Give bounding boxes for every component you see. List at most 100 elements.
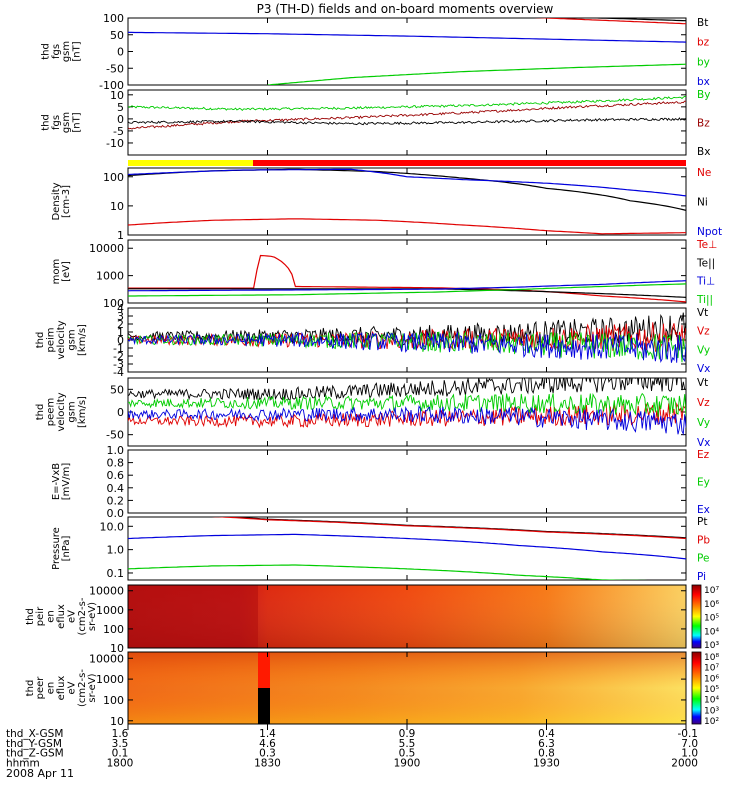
panel-peim-velocity-ytick-label: -4 [113,366,124,379]
panel-efield-frame [127,449,687,514]
panel-density-ytick-label: 100 [103,171,124,184]
ephemeris-value: 5.5 [399,738,416,750]
colorbar-peer-label: 10⁶ [704,674,719,684]
panel-fgs-detrended-traces [128,95,686,130]
panel-fgs-detrended-ylabel-line: [nT] [72,112,83,132]
spectrogram-peer-shading [128,652,686,724]
ephemeris-value: 1830 [254,757,281,769]
spectrogram-peer-ytick-label: 100 [103,694,124,707]
colorbar-peir [691,584,702,649]
panel-peim-velocity-traces [128,312,686,364]
series-mom-temperature-ti [128,280,686,292]
legend-fgs-large-bz: bz [697,37,710,49]
panel-fgs-large-ylabel-line: [nT] [72,41,83,61]
panel-mom-temperature-traces [128,254,686,303]
legend-peem-velocity-vz: Vz [697,397,710,409]
panel-peim-velocity-ylabel-line: thd [35,332,46,349]
spectrogram-peir-ylabel-line: thd [25,608,36,625]
panel-fgs-large-traces [128,18,686,85]
spectrogram-peer-ylabel-line: en [46,682,57,695]
legend-pressure-pe: Pe [697,553,709,565]
spectrogram-peer-ylabel-line: (cm2-s- [77,669,88,707]
spectrogram-peer-axes: 10000 1000 100 10 thd peer en eflux eV (cm2-s-sr-… [25,651,687,728]
colorbar-peir-label: 10⁷ [704,586,719,596]
ephemeris-value: 1800 [107,757,134,769]
ephemeris-value: 4.6 [259,738,276,750]
panel-efield: 1.00.80.60.40.20.0 E=-VxB [mV/m] Ez Ey Ex [51,444,710,520]
panel-fgs-detrended-ytick-label: -5 [113,125,124,138]
mode-bar-slow [128,160,253,166]
panel-efield-ytick-label: 0.8 [107,457,125,470]
legend-peem-velocity-vt: Vt [697,377,708,389]
panel-pressure-ylabel-line: [nPa] [61,535,72,561]
legend-pressure-pi: Pi [697,571,706,583]
panel-efield-ylabel-line: [mV/m] [61,463,72,501]
panel-peem-velocity-traces [128,378,686,436]
legend-fgs-detrended-by: By [697,89,710,101]
colorbar-peir-label: 10⁴ [704,627,719,637]
ephemeris-value: 1930 [533,757,560,769]
panel-peim-velocity-ylabel-line: [km/s] [77,324,88,356]
spectrogram-peer-ytick-label: 1000 [96,673,124,686]
ephemeris-table: thd_X-GSM 1.6 1.4 0.9 0.4 -0.1 thd_Y-GSM 3.5 4.6… [6,728,698,769]
panel-density: 100 10 1 Density [cm-3] Ne Ni Npot [51,167,722,242]
panel-pressure-traces [128,517,686,580]
panel-mom-temperature-ylabel-line: [eV] [61,261,72,282]
panel-peim-velocity-ytick-label: 3 [117,310,124,323]
colorbar-peer-label: 10⁵ [704,685,719,695]
colorbar-peer-label: 10² [704,717,719,727]
series-mom-temperature-te [128,254,686,303]
legend-mom-temperature-ti: Ti|| [696,294,713,306]
legend-pressure-pt: Pt [697,516,707,528]
colorbar-peir-label: 10⁶ [704,600,719,610]
colorbar-peer-label: 10⁷ [704,664,719,674]
series-fgs-detrended-by [128,95,686,112]
legend-pressure-pb: Pb [697,534,710,546]
panel-fgs-large-ytick-label: -50 [106,62,124,75]
spectrogram-peer-ylabel-line: sr-eV) [87,673,98,702]
panel-fgs-detrended-ylabel-line: thd [40,114,51,131]
spectrogram-peir-ylabel-line: eflux [56,604,67,629]
legend-efield-ez: Ez [697,449,710,461]
panel-efield-ytick-label: 0.2 [107,494,125,507]
panel-peem-velocity-ytick-label: 50 [110,383,124,396]
series-fgs-large-bz [534,18,686,25]
panel-fgs-large-ytick-label: -100 [99,79,124,92]
ephemeris-value: 0.4 [538,728,555,740]
panel-mom-temperature: 10000 1000 100 mom [eV] Te⊥ Te|| Ti⊥ Ti|| [51,239,717,310]
series-density-npot [128,168,686,197]
series-fgs-large-by [267,63,686,85]
series-mom-temperature-ti [128,283,686,297]
panel-peem-velocity-ylabel-line: velocity [56,392,67,431]
panel-peim-velocity-ytick-label: 4 [117,302,124,315]
ephemeris-value: 7.0 [681,738,698,750]
ephemeris-value: 0.5 [399,748,416,760]
panel-peim-velocity-ytick-label: -2 [113,350,124,363]
spectrogram-peer-stripe [258,652,270,688]
panel-peem-velocity-ytick-label: 0 [117,406,124,419]
panel-peim-velocity-ylabel-line: velocity [56,320,67,359]
spectrogram-peir [128,585,686,648]
panel-efield-ytick-label: 0.0 [107,507,125,520]
panel-efield-ytick-label: 0.4 [107,482,125,495]
panel-pressure-frame [127,516,687,581]
panel-fgs-detrended-ytick-label: -10 [106,137,124,150]
spectrogram-peir-ylabel-line: peir [35,606,46,626]
ephemeris-value: 0.1 [112,748,129,760]
legend-peem-velocity-vy: Vy [697,417,710,429]
panel-peem-velocity-ytick-label: -50 [106,429,124,442]
legend-efield-ex: Ex [697,504,710,516]
legend-efield-ey: Ey [697,477,710,489]
colorbar-peer [691,651,702,725]
mode-bar-fast [253,160,686,166]
ephemeris-value: 3.5 [112,738,129,750]
spectrogram-peer-ylabel-line: eflux [56,676,67,701]
panel-fgs-detrended-ylabel-line: gsm [61,112,72,133]
spectrogram-peir-ylabel-line: eV [66,610,77,623]
legend-peim-velocity-vy: Vy [697,344,710,356]
ephemeris-row-label: thd_Y-GSM [6,738,62,750]
panel-pressure: 10.0 1.0 0.1 Pressure [nPa] Pt Pb Pe Pi [51,516,711,583]
